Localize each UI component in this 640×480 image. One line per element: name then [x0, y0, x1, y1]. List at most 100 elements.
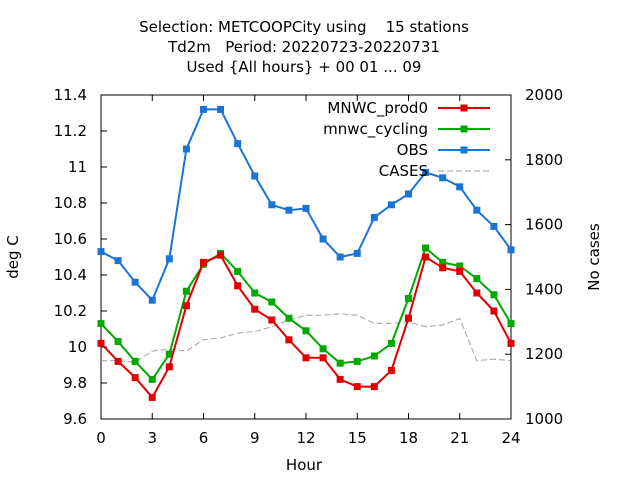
data-point-mnwc_cycling: [490, 291, 498, 299]
data-point-mnwc_cycling: [319, 345, 327, 353]
data-point-MNWC_prod0: [456, 267, 464, 275]
data-point-MNWC_prod0: [439, 264, 447, 272]
series-layer: [97, 105, 515, 401]
data-point-OBS: [507, 246, 515, 254]
data-point-MNWC_prod0: [353, 383, 361, 391]
title-line-1: Selection: METCOOPCity using 15 stations: [139, 18, 469, 36]
data-point-MNWC_prod0: [302, 354, 310, 362]
data-point-OBS: [319, 235, 327, 243]
series-line-CASES: [101, 313, 512, 363]
data-point-OBS: [370, 213, 378, 221]
data-point-MNWC_prod0: [114, 357, 122, 365]
x-tick-label: 24: [501, 429, 520, 447]
data-point-mnwc_cycling: [97, 320, 105, 328]
data-point-OBS: [387, 201, 395, 209]
data-point-MNWC_prod0: [473, 289, 481, 297]
data-point-OBS: [302, 204, 310, 212]
data-point-mnwc_cycling: [268, 298, 276, 306]
data-point-mnwc_cycling: [182, 287, 190, 295]
axis-ticks: 0 3 6 9 12 15 18 21 24 9.6 9.8 10 10.2 10.4 10.6 10.8 11…: [54, 86, 564, 447]
legend-label-mnwc_cycling: mnwc_cycling: [323, 120, 428, 139]
data-point-mnwc_cycling: [507, 320, 515, 328]
y-tick-label: 10.8: [54, 194, 87, 212]
y2-tick-label: 2000: [525, 86, 563, 104]
y-tick-label: 10.2: [54, 302, 87, 320]
data-point-OBS: [114, 257, 122, 265]
data-point-mnwc_cycling: [370, 352, 378, 360]
data-point-MNWC_prod0: [507, 339, 515, 347]
data-point-OBS: [473, 206, 481, 214]
data-point-mnwc_cycling: [302, 327, 310, 335]
legend-marker-MNWC_prod0: [460, 104, 468, 112]
x-tick-label: 15: [348, 429, 367, 447]
x-tick-label: 18: [399, 429, 418, 447]
title-line-2: Td2m Period: 20220723-20220731: [167, 38, 440, 56]
data-point-MNWC_prod0: [285, 336, 293, 344]
data-point-MNWC_prod0: [251, 305, 259, 313]
data-point-mnwc_cycling: [353, 357, 361, 365]
y-tick-label: 11.2: [54, 122, 87, 140]
data-point-mnwc_cycling: [114, 338, 122, 346]
y2-axis-label: No cases: [585, 223, 603, 291]
data-point-mnwc_cycling: [234, 267, 242, 275]
data-point-mnwc_cycling: [148, 375, 156, 383]
x-tick-label: 3: [147, 429, 157, 447]
y-tick-label: 10.4: [54, 266, 87, 284]
y2-tick-label: 1600: [525, 216, 563, 234]
data-point-OBS: [131, 278, 139, 286]
data-point-MNWC_prod0: [422, 253, 430, 261]
data-point-OBS: [182, 145, 190, 153]
y-tick-label: 10.6: [54, 230, 87, 248]
chart-title: Selection: METCOOPCity using 15 stations…: [139, 18, 469, 76]
series-line-OBS: [100, 108, 512, 303]
data-point-mnwc_cycling: [285, 314, 293, 322]
y-tick-label: 9.8: [63, 374, 87, 392]
data-point-MNWC_prod0: [148, 393, 156, 401]
x-tick-label: 9: [250, 429, 260, 447]
data-point-OBS: [165, 255, 173, 263]
data-point-mnwc_cycling: [456, 262, 464, 270]
data-point-MNWC_prod0: [405, 314, 412, 322]
y-tick-label: 9.6: [63, 410, 87, 428]
data-point-mnwc_cycling: [165, 350, 173, 358]
data-point-OBS: [200, 105, 207, 113]
data-point-OBS: [285, 206, 293, 214]
data-point-mnwc_cycling: [387, 339, 395, 347]
data-point-OBS: [234, 140, 242, 148]
x-axis-label: Hour: [286, 456, 323, 474]
y2-tick-label: 1400: [525, 280, 563, 298]
legend-label-OBS: OBS: [397, 141, 428, 159]
plot-frame: [100, 94, 512, 420]
data-point-OBS: [97, 248, 105, 256]
data-point-OBS: [251, 172, 259, 180]
data-point-OBS: [353, 249, 361, 257]
data-point-mnwc_cycling: [251, 289, 259, 297]
data-point-OBS: [439, 174, 447, 182]
y-tick-label: 11: [68, 158, 87, 176]
data-point-MNWC_prod0: [165, 363, 173, 371]
legend-label-MNWC_prod0: MNWC_prod0: [327, 99, 428, 118]
data-point-MNWC_prod0: [268, 316, 276, 324]
legend-marker-mnwc_cycling: [460, 125, 468, 133]
data-point-OBS: [268, 201, 276, 209]
data-point-MNWC_prod0: [234, 282, 242, 290]
data-point-MNWC_prod0: [217, 251, 225, 259]
data-point-MNWC_prod0: [387, 366, 395, 374]
y-tick-label: 11.4: [54, 86, 87, 104]
legend-marker-OBS: [460, 146, 468, 154]
y2-tick-label: 1000: [525, 410, 563, 428]
data-point-mnwc_cycling: [439, 258, 447, 266]
data-point-mnwc_cycling: [473, 275, 481, 283]
x-tick-label: 21: [450, 429, 469, 447]
data-point-OBS: [148, 296, 156, 304]
x-tick-label: 6: [199, 429, 209, 447]
x-tick-label: 0: [96, 429, 106, 447]
data-point-MNWC_prod0: [370, 383, 378, 391]
data-point-MNWC_prod0: [97, 339, 105, 347]
data-point-mnwc_cycling: [131, 357, 139, 365]
y2-tick-label: 1800: [525, 151, 563, 169]
y-tick-label: 10: [68, 338, 87, 356]
y-axis-label: deg C: [4, 235, 22, 279]
data-point-OBS: [422, 168, 430, 176]
